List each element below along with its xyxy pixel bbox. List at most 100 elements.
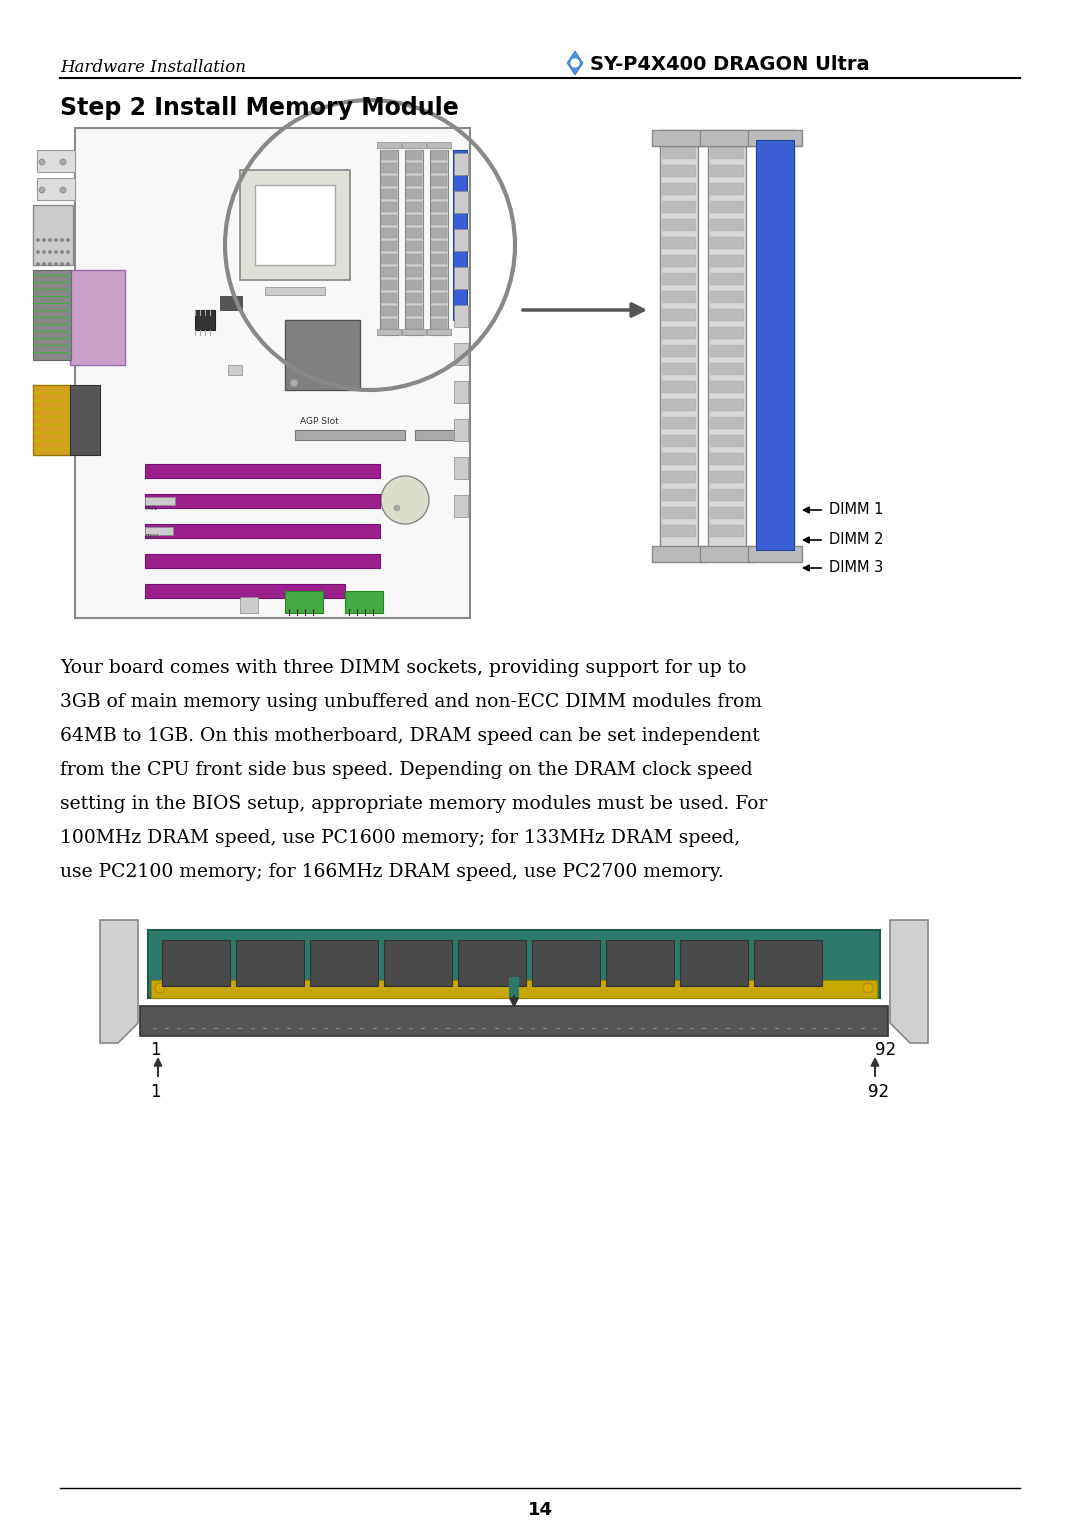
Bar xyxy=(427,142,451,148)
Bar xyxy=(431,215,447,225)
Bar xyxy=(431,293,447,303)
Bar xyxy=(662,489,696,501)
Bar xyxy=(710,380,744,393)
Bar xyxy=(151,979,877,998)
Bar xyxy=(662,380,696,393)
Bar xyxy=(37,177,75,200)
Circle shape xyxy=(291,379,298,387)
Bar xyxy=(748,130,802,147)
Text: DIMM 3: DIMM 3 xyxy=(829,561,883,576)
Bar xyxy=(148,931,880,998)
Bar xyxy=(662,471,696,483)
Bar xyxy=(652,130,706,147)
Bar xyxy=(710,507,744,520)
Bar xyxy=(295,429,405,440)
Text: PRI1: PRI1 xyxy=(145,506,157,510)
Bar xyxy=(415,429,455,440)
Circle shape xyxy=(394,504,400,510)
Bar xyxy=(406,241,422,251)
Bar xyxy=(381,215,397,225)
Bar xyxy=(710,183,744,196)
Bar xyxy=(710,237,744,249)
Bar xyxy=(710,471,744,483)
Bar xyxy=(381,150,397,160)
Bar xyxy=(405,150,423,335)
Text: 1: 1 xyxy=(150,1083,161,1102)
Circle shape xyxy=(39,186,45,193)
Bar xyxy=(406,176,422,186)
Bar xyxy=(70,270,125,365)
Bar xyxy=(140,1005,888,1036)
Text: Hardware Installation: Hardware Installation xyxy=(60,60,246,76)
Bar xyxy=(145,584,345,597)
Bar xyxy=(662,309,696,321)
Bar xyxy=(237,940,303,986)
Bar xyxy=(220,296,242,310)
Bar xyxy=(33,385,71,455)
Bar xyxy=(660,130,698,559)
Bar xyxy=(381,163,397,173)
Bar xyxy=(406,254,422,264)
Bar xyxy=(662,435,696,448)
Text: from the CPU front side bus speed. Depending on the DRAM clock speed: from the CPU front side bus speed. Depen… xyxy=(60,761,753,779)
Bar xyxy=(710,165,744,177)
Bar xyxy=(145,524,380,538)
Bar xyxy=(758,290,792,303)
Bar xyxy=(710,417,744,429)
Bar xyxy=(33,270,71,361)
Text: 1: 1 xyxy=(150,1041,161,1059)
Bar xyxy=(427,329,451,335)
Bar xyxy=(758,526,792,536)
Text: DIMM 1: DIMM 1 xyxy=(829,503,883,518)
Bar xyxy=(710,290,744,303)
Circle shape xyxy=(37,238,40,241)
Bar xyxy=(662,452,696,465)
Bar xyxy=(381,280,397,290)
Bar xyxy=(758,435,792,448)
Bar xyxy=(758,399,792,411)
Circle shape xyxy=(49,251,52,254)
Bar xyxy=(758,364,792,374)
Bar xyxy=(662,399,696,411)
Circle shape xyxy=(37,251,40,254)
Bar xyxy=(377,329,401,335)
Bar xyxy=(454,495,468,516)
Bar xyxy=(145,555,380,568)
Text: SY-P4X400 DRAGON Ultra: SY-P4X400 DRAGON Ultra xyxy=(590,55,869,75)
Bar xyxy=(662,202,696,212)
Bar xyxy=(345,591,383,613)
Bar xyxy=(662,255,696,267)
Bar xyxy=(255,185,335,264)
Text: 92: 92 xyxy=(875,1041,896,1059)
Bar xyxy=(454,191,468,212)
Bar xyxy=(285,319,360,390)
Bar xyxy=(402,329,426,335)
Circle shape xyxy=(42,238,45,241)
Bar xyxy=(758,309,792,321)
Bar xyxy=(758,452,792,465)
Bar xyxy=(384,940,453,986)
Circle shape xyxy=(54,238,57,241)
Circle shape xyxy=(60,275,64,278)
Circle shape xyxy=(60,159,66,165)
Bar xyxy=(758,274,792,286)
Bar xyxy=(431,306,447,316)
Bar xyxy=(406,215,422,225)
Circle shape xyxy=(54,251,57,254)
Bar xyxy=(145,527,173,535)
Bar xyxy=(700,545,754,562)
Circle shape xyxy=(60,238,64,241)
Bar xyxy=(377,142,401,148)
Circle shape xyxy=(49,275,52,278)
Bar xyxy=(285,591,323,613)
Bar xyxy=(758,183,792,196)
Text: 100MHz DRAM speed, use PC1600 memory; for 133MHz DRAM speed,: 100MHz DRAM speed, use PC1600 memory; fo… xyxy=(60,830,740,847)
Bar xyxy=(662,417,696,429)
Text: 3GB of main memory using unbuffered and non-ECC DIMM modules from: 3GB of main memory using unbuffered and … xyxy=(60,694,762,711)
Text: Your board comes with three DIMM sockets, providing support for up to: Your board comes with three DIMM sockets… xyxy=(60,659,746,677)
Bar xyxy=(381,319,397,329)
Bar xyxy=(758,147,792,159)
Circle shape xyxy=(67,275,69,278)
Circle shape xyxy=(42,251,45,254)
Bar xyxy=(680,940,748,986)
